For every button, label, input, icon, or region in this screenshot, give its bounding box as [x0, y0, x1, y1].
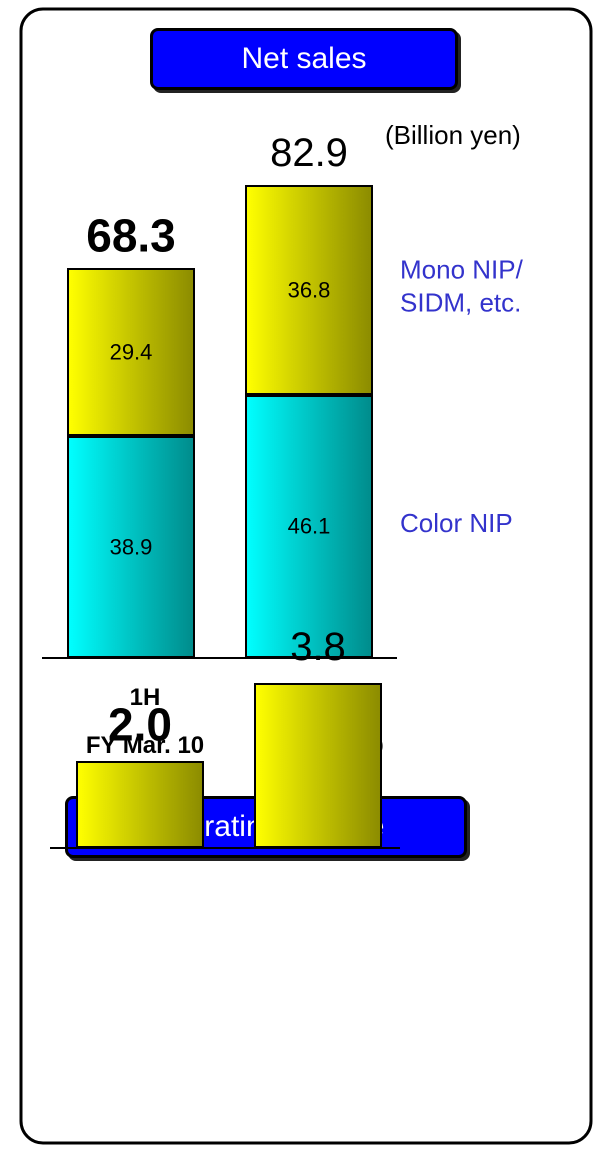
data-label: 29.4 [109, 339, 153, 365]
data-label: 46.1 [287, 513, 331, 539]
legend-entry: Mono NIP/ SIDM, etc. [400, 254, 523, 318]
data-label: 36.8 [287, 277, 331, 303]
bar-segment [245, 394, 373, 658]
unit-label: (Billion yen) [385, 120, 521, 150]
baseline [42, 657, 397, 659]
bar-segment [67, 435, 195, 658]
data-label: 3.8 [290, 624, 346, 669]
bar-segment [245, 184, 373, 395]
chart-title: Net sales [150, 28, 458, 90]
total-label: 68.3 [86, 209, 176, 262]
baseline [50, 847, 400, 849]
x-tick-label: 1H FY Mar. 10 [85, 684, 205, 759]
total-label: 82.9 [270, 130, 348, 175]
bar [254, 682, 382, 848]
legend-entry: Color NIP [400, 507, 513, 538]
data-label: 38.9 [109, 534, 153, 560]
bar-segment [67, 268, 195, 436]
data-label: 2.0 [108, 698, 172, 751]
frame-border [19, 7, 593, 1145]
bar [76, 761, 204, 848]
